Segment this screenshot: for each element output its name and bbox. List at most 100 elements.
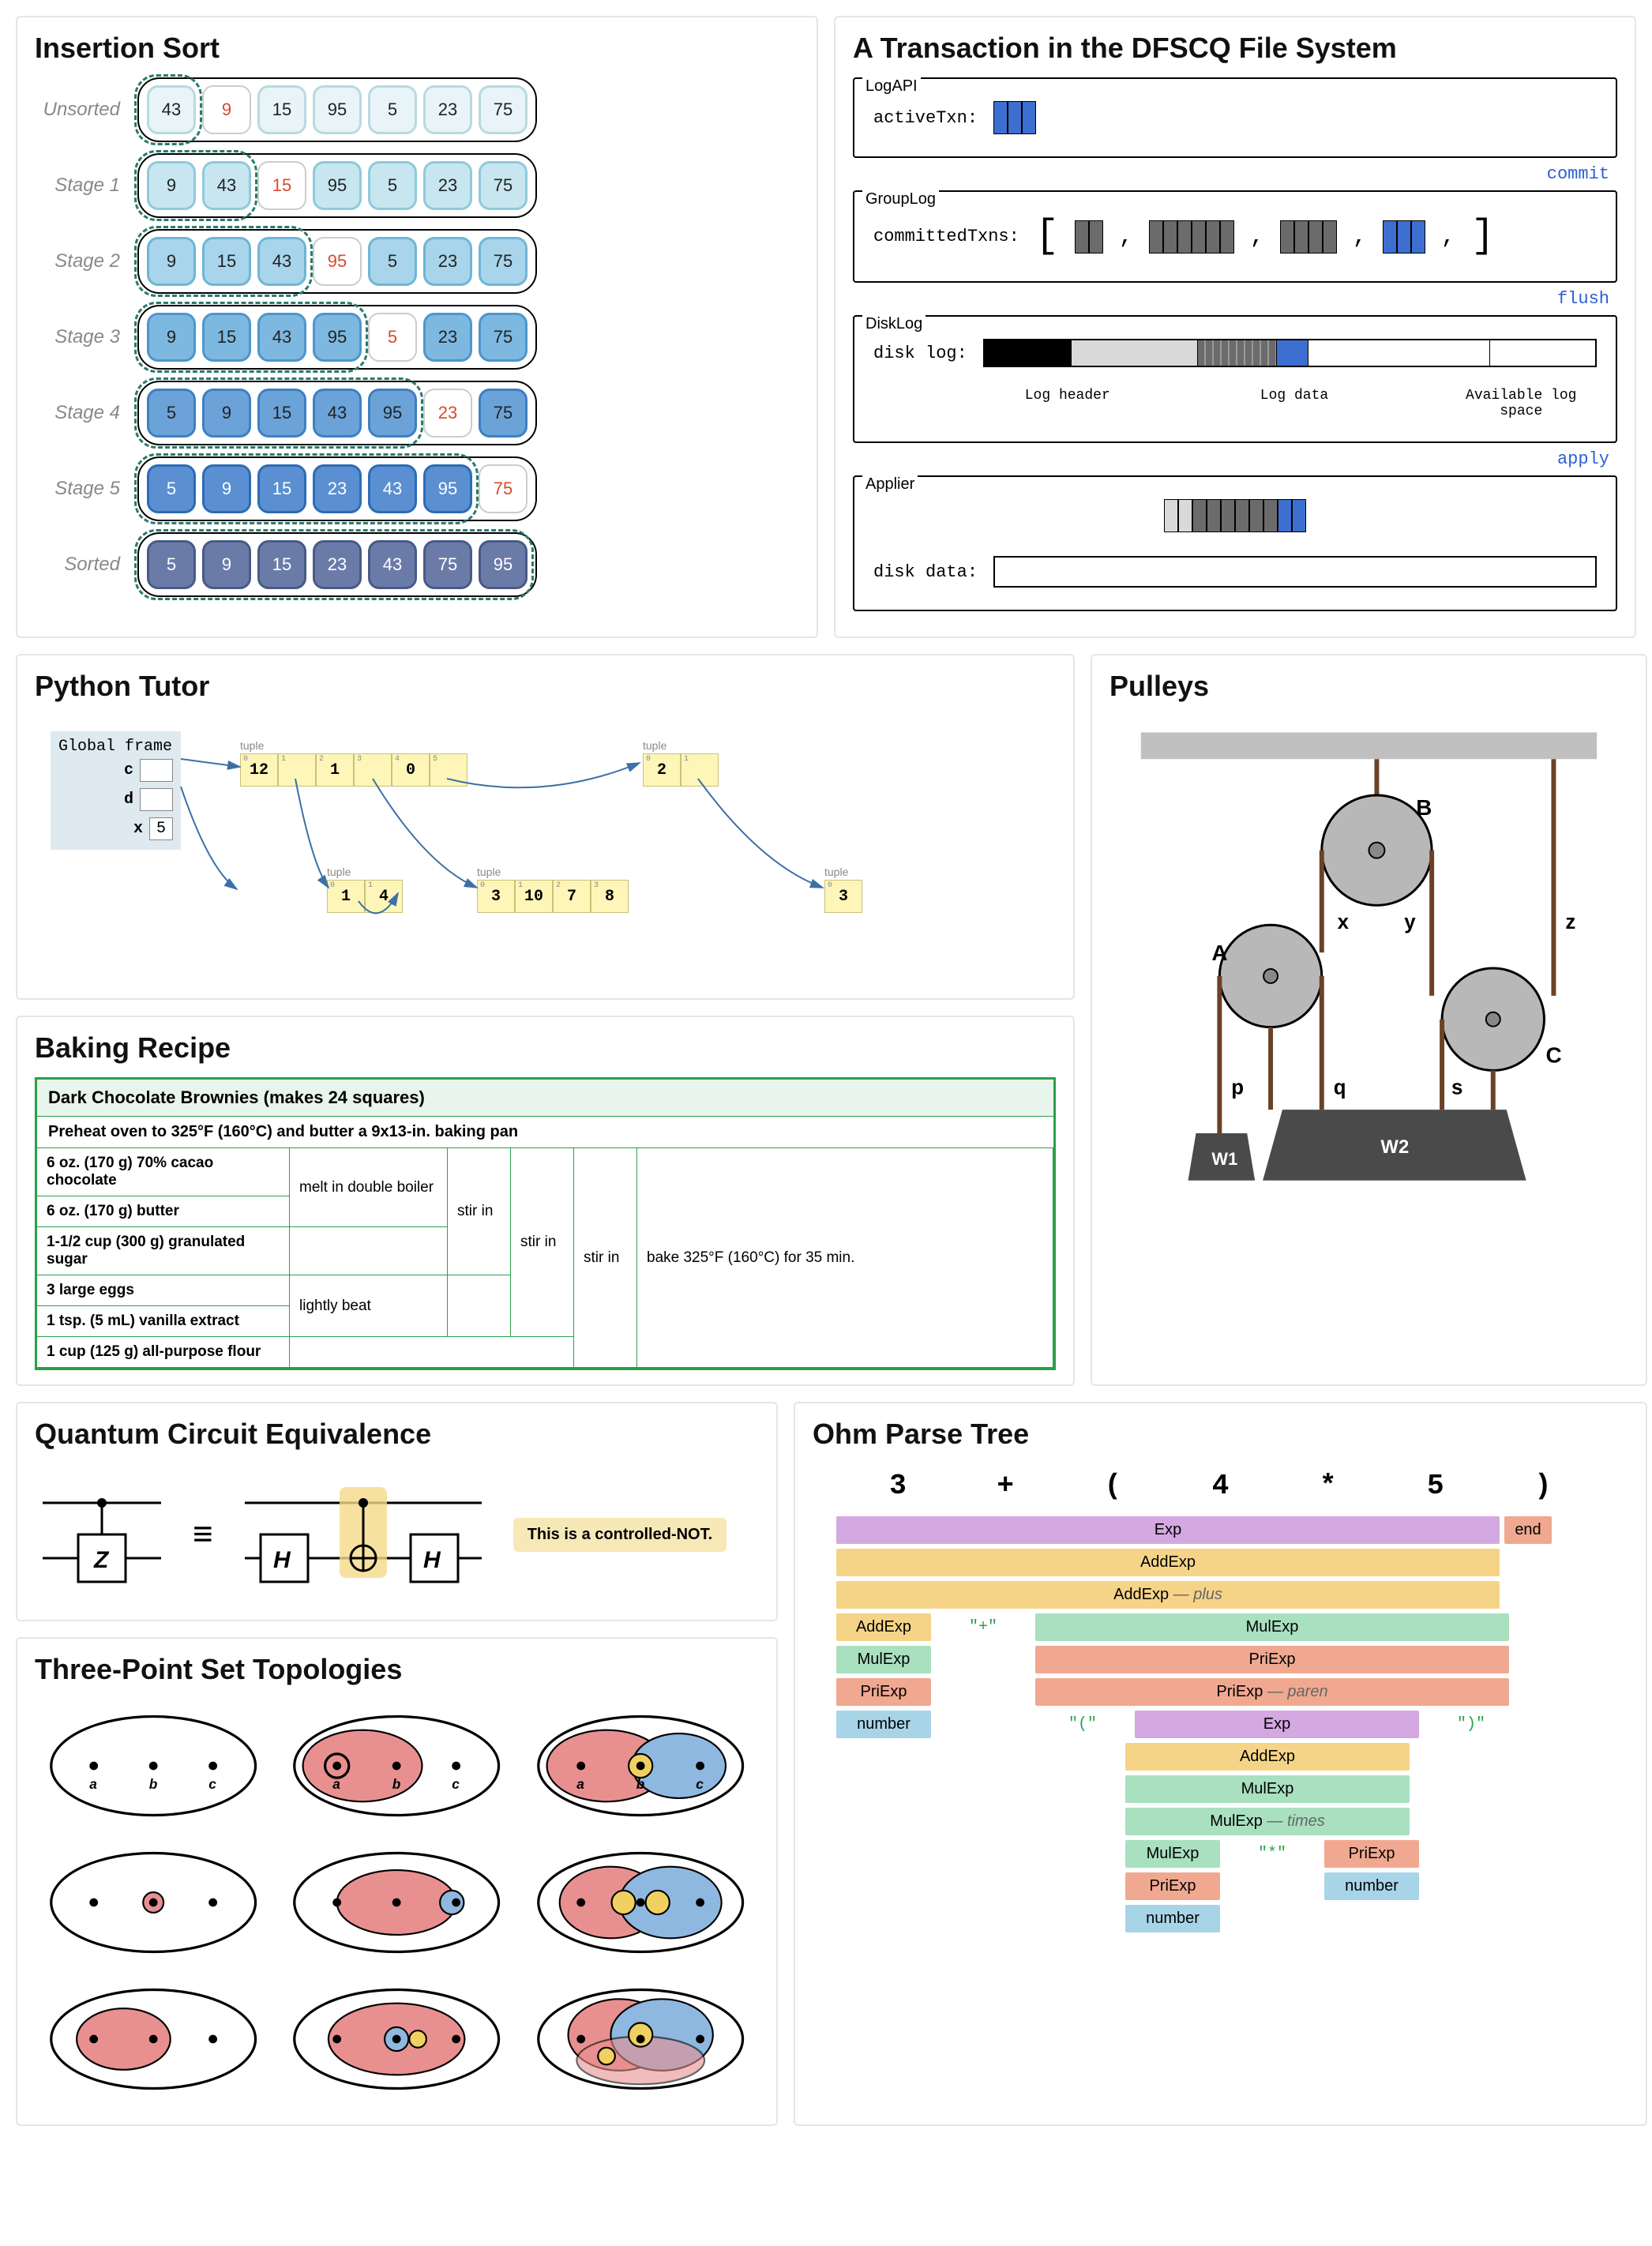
ohm-node: AddExp (1125, 1743, 1410, 1771)
ohm-row: MulExp"*"PriExp (836, 1840, 1605, 1868)
ohm-row: Expend (836, 1516, 1605, 1544)
sort-cell: 5 (147, 464, 196, 513)
tuple-type-label: tuple (643, 739, 719, 752)
tuple-cell: 27 (553, 880, 591, 913)
sort-row: Stage 5591523439575 (35, 456, 799, 521)
pytutor-arrows (35, 715, 1056, 984)
tuple-object: tuple03 (824, 866, 862, 913)
ohm-node: PriExp (1125, 1872, 1220, 1900)
sort-cell: 15 (257, 389, 306, 438)
tuple-object: tuple031102738 (477, 866, 629, 913)
ohm-tree: 3+(4*5)ExpendAddExpAddExp — plusAddExp"+… (813, 1463, 1628, 1932)
svg-text:a: a (576, 1776, 584, 1792)
dfscq-layer-label: DiskLog (862, 315, 925, 333)
disk-data-bar (993, 556, 1597, 588)
sort-stage-label: Stage 5 (35, 478, 137, 500)
ohm-row: MulExp — times (836, 1808, 1605, 1835)
tuple-object: tuple0114 (327, 866, 403, 913)
recipe-cell (290, 1337, 574, 1368)
frame-label: Global frame (58, 738, 173, 756)
sort-cell: 75 (479, 85, 528, 134)
topology-cell: abc (43, 1707, 264, 1829)
committed-txn-group (1075, 220, 1103, 254)
committed-txn-group (1149, 220, 1234, 254)
sort-cell: 15 (257, 85, 306, 134)
insertion-sort-title: Insertion Sort (35, 32, 799, 65)
ohm-panel: Ohm Parse Tree 3+(4*5)ExpendAddExpAddExp… (794, 1402, 1647, 2126)
tuple-cell: 01 (327, 880, 365, 913)
ohm-row: MulExpPriExp (836, 1646, 1605, 1673)
sort-stage-label: Sorted (35, 554, 137, 576)
svg-text:Z: Z (93, 1547, 110, 1573)
tuple-object: tuple021 (643, 739, 719, 787)
committed-txn-group (1280, 220, 1337, 254)
svg-text:c: c (696, 1776, 704, 1792)
expr-token: * (1320, 1470, 1337, 1502)
sort-cell: 95 (479, 540, 528, 589)
sort-array: 439159552375 (137, 77, 537, 142)
sort-array: 591543952375 (137, 381, 537, 445)
sort-cell: 5 (147, 540, 196, 589)
topology-cell (43, 1843, 264, 1966)
topology-cell: a b c (530, 1707, 751, 1829)
svg-text:W2: W2 (1380, 1136, 1409, 1158)
svg-text:z: z (1565, 911, 1575, 933)
sort-cell: 75 (479, 389, 528, 438)
ohm-rows: ExpendAddExpAddExp — plusAddExp"+"MulExp… (813, 1516, 1628, 1932)
bracket-icon: [ (1035, 214, 1059, 259)
topology-cell (43, 1980, 264, 2102)
ohm-node: AddExp — plus (836, 1581, 1500, 1609)
sort-diagram: Unsorted439159552375Stage 1943159552375S… (35, 77, 799, 597)
expr-token: 4 (1212, 1470, 1230, 1502)
recipe-cell: stir in (511, 1148, 574, 1337)
svg-text:B: B (1416, 795, 1432, 820)
bracket-icon: ] (1471, 214, 1495, 259)
sort-cell: 9 (202, 389, 251, 438)
sort-cell: 95 (313, 313, 362, 362)
sort-stage-label: Stage 3 (35, 326, 137, 348)
svg-text:s: s (1451, 1076, 1462, 1099)
commit-label: commit (853, 164, 1609, 184)
expr-token: ) (1534, 1470, 1552, 1502)
sort-array: 943159552375 (137, 153, 537, 218)
svg-text:H: H (423, 1547, 441, 1573)
sort-cell: 9 (147, 237, 196, 286)
sort-cell: 9 (202, 85, 251, 134)
pytutor-diagram: Global framec d x5tuple0121213405tuple02… (35, 715, 1056, 984)
sort-cell: 95 (313, 237, 362, 286)
tuple-cell: 110 (515, 880, 553, 913)
recipe-cell: 1-1/2 cup (300 g) granulated sugar (37, 1227, 290, 1275)
recipe-card: Dark Chocolate Brownies (makes 24 square… (35, 1077, 1056, 1370)
ohm-row: number"("Exp")" (836, 1711, 1605, 1738)
ohm-row: PriExpPriExp — paren (836, 1678, 1605, 1706)
sort-cell: 15 (202, 237, 251, 286)
dfscq-title: A Transaction in the DFSCQ File System (853, 32, 1617, 65)
pytutor-title: Python Tutor (35, 670, 1056, 703)
sort-cell: 43 (257, 237, 306, 286)
svg-text:b: b (636, 1776, 644, 1792)
frame-var-row: c (58, 756, 173, 785)
sort-row: Stage 4591543952375 (35, 381, 799, 445)
recipe-cell: lightly beat (290, 1275, 448, 1337)
dfscq-diagram: LogAPIactiveTxn:commitGroupLogcommittedT… (853, 77, 1617, 611)
tuple-cell: 03 (824, 880, 862, 913)
ohm-node: end (1504, 1516, 1552, 1544)
sort-cell: 15 (257, 464, 306, 513)
applier-block (1164, 499, 1306, 532)
svg-text:a: a (333, 1776, 341, 1792)
recipe-table: Dark Chocolate Brownies (makes 24 square… (35, 1077, 1056, 1370)
ohm-expression: 3+(4*5) (813, 1463, 1628, 1516)
topology-cell (530, 1980, 751, 2102)
tuple-cell: 5 (430, 753, 467, 787)
sort-cell: 95 (423, 464, 472, 513)
sort-cell: 5 (147, 389, 196, 438)
sort-cell: 23 (423, 237, 472, 286)
ohm-row: MulExp (836, 1775, 1605, 1803)
sort-array: 591523439575 (137, 456, 537, 521)
disk-log-label: disk log: (873, 344, 967, 363)
tuple-type-label: tuple (327, 866, 403, 878)
sort-row: Unsorted439159552375 (35, 77, 799, 142)
topologies-panel: Three-Point Set Topologies abcabcabc (16, 1637, 778, 2126)
var-value (140, 759, 173, 782)
svg-text:c: c (208, 1776, 216, 1792)
